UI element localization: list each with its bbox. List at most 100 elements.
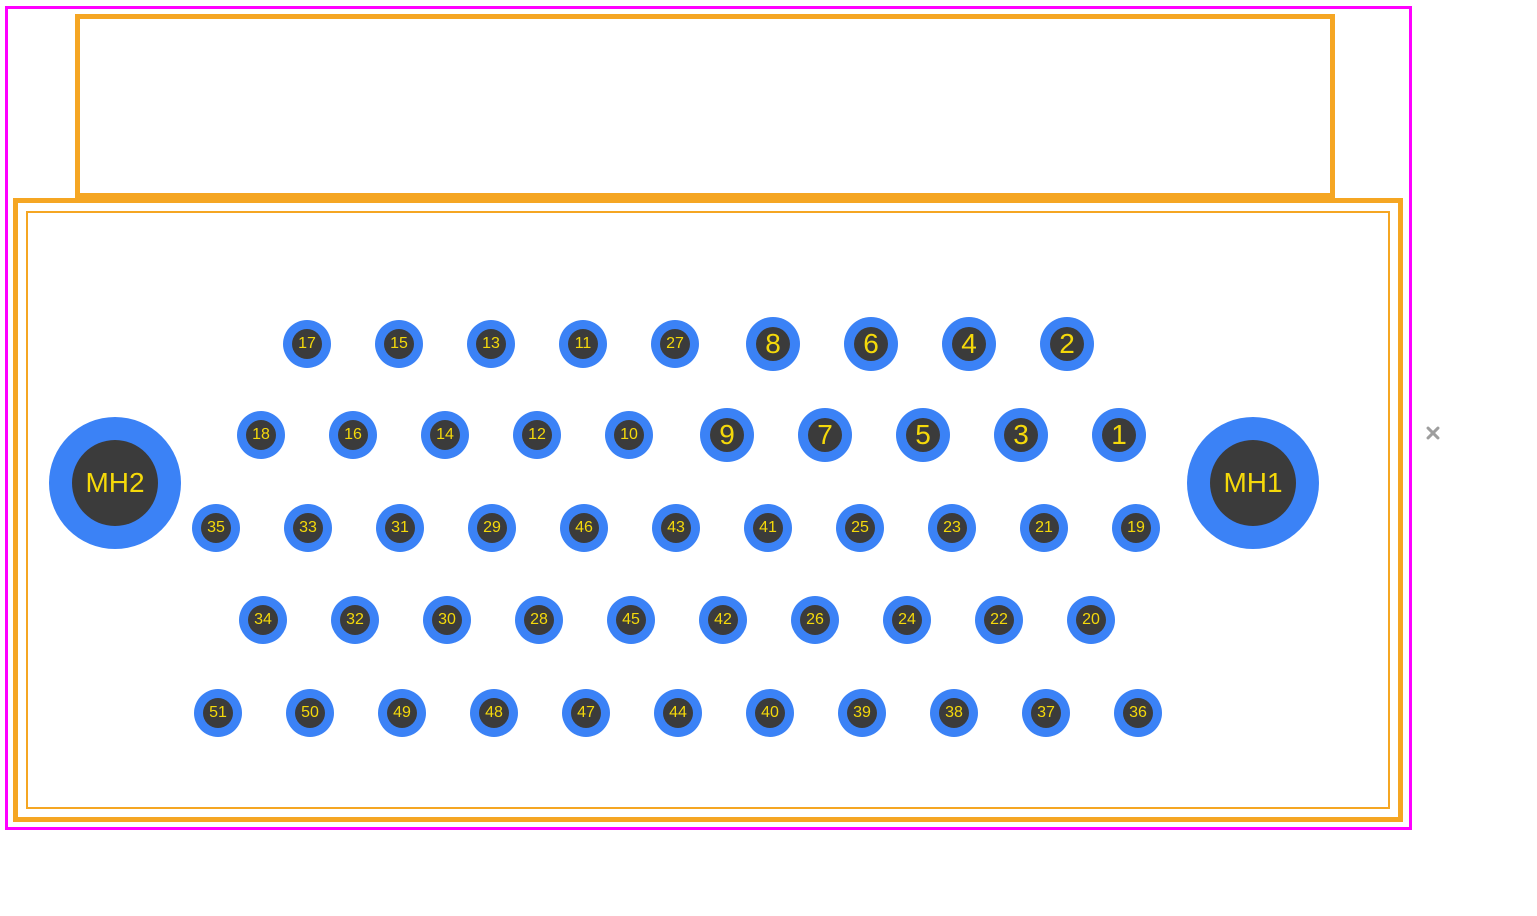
pad-28: 28: [515, 596, 563, 644]
pad-15-label: 15: [390, 336, 408, 352]
pad-44-label: 44: [669, 705, 687, 721]
pad-31: 31: [376, 504, 424, 552]
pad-19: 19: [1112, 504, 1160, 552]
pad-20-label: 20: [1082, 612, 1100, 628]
pad-24: 24: [883, 596, 931, 644]
pad-5-label: 5: [915, 421, 931, 449]
orange-back-rect: [75, 14, 1335, 198]
pad-25-label: 25: [851, 520, 869, 536]
pad-44: 44: [654, 689, 702, 737]
pad-37: 37: [1022, 689, 1070, 737]
pad-48-label: 48: [485, 705, 503, 721]
pad-19-label: 19: [1127, 520, 1145, 536]
pad-14: 14: [421, 411, 469, 459]
pad-42: 42: [699, 596, 747, 644]
pad-40: 40: [746, 689, 794, 737]
mounting-hole-MH1-label: MH1: [1223, 469, 1282, 497]
pad-29: 29: [468, 504, 516, 552]
pad-48: 48: [470, 689, 518, 737]
pad-3-label: 3: [1013, 421, 1029, 449]
pad-45: 45: [607, 596, 655, 644]
mounting-hole-MH2: MH2: [49, 417, 181, 549]
pad-17-label: 17: [298, 336, 316, 352]
pad-6: 6: [844, 317, 898, 371]
pad-26: 26: [791, 596, 839, 644]
pad-21: 21: [1020, 504, 1068, 552]
pcb-footprint-stage: MH2MH11715131127181614121035333129464341…: [0, 0, 1537, 916]
pad-32: 32: [331, 596, 379, 644]
pad-16-label: 16: [344, 427, 362, 443]
pad-49-label: 49: [393, 705, 411, 721]
pad-26-label: 26: [806, 612, 824, 628]
pad-18: 18: [237, 411, 285, 459]
pad-10-label: 10: [620, 427, 638, 443]
pad-38-label: 38: [945, 705, 963, 721]
pad-13: 13: [467, 320, 515, 368]
pad-22-label: 22: [990, 612, 1008, 628]
pad-24-label: 24: [898, 612, 916, 628]
pad-12: 12: [513, 411, 561, 459]
pad-9-label: 9: [719, 421, 735, 449]
pad-27-label: 27: [666, 336, 684, 352]
pad-7: 7: [798, 408, 852, 462]
pad-35-label: 35: [207, 520, 225, 536]
pad-8: 8: [746, 317, 800, 371]
pad-36-label: 36: [1129, 705, 1147, 721]
mounting-hole-MH1: MH1: [1187, 417, 1319, 549]
pad-20: 20: [1067, 596, 1115, 644]
pad-4-label: 4: [961, 330, 977, 358]
pad-1-label: 1: [1111, 421, 1127, 449]
pad-8-label: 8: [765, 330, 781, 358]
pad-41: 41: [744, 504, 792, 552]
pad-4: 4: [942, 317, 996, 371]
pad-11: 11: [559, 320, 607, 368]
pad-10: 10: [605, 411, 653, 459]
pad-30: 30: [423, 596, 471, 644]
pad-27: 27: [651, 320, 699, 368]
pad-18-label: 18: [252, 427, 270, 443]
pad-46: 46: [560, 504, 608, 552]
pad-41-label: 41: [759, 520, 777, 536]
pad-3: 3: [994, 408, 1048, 462]
pad-43-label: 43: [667, 520, 685, 536]
pad-11-label: 11: [575, 336, 592, 352]
pad-50: 50: [286, 689, 334, 737]
pad-38: 38: [930, 689, 978, 737]
pad-49: 49: [378, 689, 426, 737]
pad-35: 35: [192, 504, 240, 552]
pad-40-label: 40: [761, 705, 779, 721]
pad-37-label: 37: [1037, 705, 1055, 721]
pad-47-label: 47: [577, 705, 595, 721]
pad-23-label: 23: [943, 520, 961, 536]
pad-17: 17: [283, 320, 331, 368]
pad-2-label: 2: [1059, 330, 1075, 358]
pad-33-label: 33: [299, 520, 317, 536]
pad-45-label: 45: [622, 612, 640, 628]
pad-14-label: 14: [436, 427, 454, 443]
pad-23: 23: [928, 504, 976, 552]
mounting-hole-MH2-label: MH2: [85, 469, 144, 497]
pad-30-label: 30: [438, 612, 456, 628]
pad-51-label: 51: [209, 705, 227, 721]
pad-43: 43: [652, 504, 700, 552]
pad-9: 9: [700, 408, 754, 462]
pad-5: 5: [896, 408, 950, 462]
pad-25: 25: [836, 504, 884, 552]
pad-12-label: 12: [528, 427, 546, 443]
pad-21-label: 21: [1035, 520, 1053, 536]
pad-13-label: 13: [482, 336, 500, 352]
pad-1: 1: [1092, 408, 1146, 462]
pad-15: 15: [375, 320, 423, 368]
origin-crosshair-icon: [1423, 423, 1443, 443]
pad-47: 47: [562, 689, 610, 737]
pad-39: 39: [838, 689, 886, 737]
pad-2: 2: [1040, 317, 1094, 371]
pad-42-label: 42: [714, 612, 732, 628]
pad-22: 22: [975, 596, 1023, 644]
pad-39-label: 39: [853, 705, 871, 721]
pad-32-label: 32: [346, 612, 364, 628]
pad-50-label: 50: [301, 705, 319, 721]
pad-33: 33: [284, 504, 332, 552]
pad-6-label: 6: [863, 330, 879, 358]
pad-28-label: 28: [530, 612, 548, 628]
